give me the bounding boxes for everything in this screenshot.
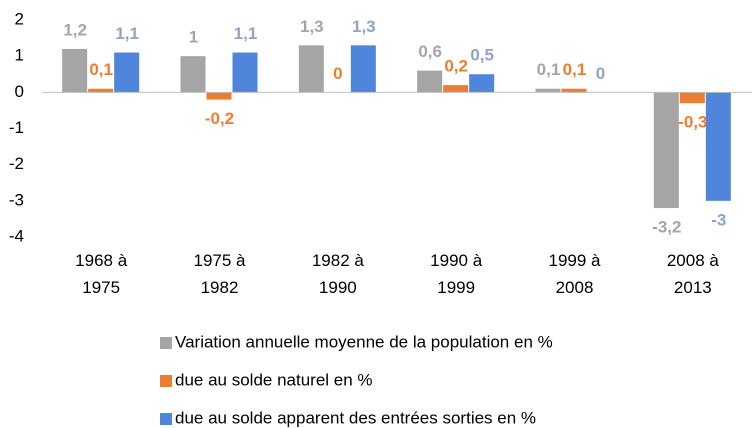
x-tick-label-line: 1999 à [549, 251, 602, 270]
bar [206, 92, 232, 100]
bar [180, 56, 206, 93]
x-tick-label: 1968 à 1975 [75, 251, 128, 297]
bar [679, 92, 705, 104]
x-tick-label-line: 1982 [201, 278, 239, 297]
bar [114, 52, 140, 93]
x-tick-label: 1990 à 1999 [430, 251, 483, 297]
x-tick-label-line: 1990 à [430, 251, 483, 270]
bar [469, 74, 495, 93]
bar [417, 70, 443, 93]
data-label: -0,3 [678, 113, 707, 132]
bar [298, 45, 324, 93]
data-label: 0 [596, 64, 605, 83]
legend-label: Variation annuelle moyenne de la populat… [175, 332, 553, 351]
y-tick-label: 1 [15, 46, 24, 65]
data-label: -3 [711, 210, 726, 229]
y-tick-label: 2 [15, 9, 24, 28]
bar [62, 48, 88, 93]
legend-swatch [160, 337, 172, 349]
data-label: 0,6 [418, 42, 442, 61]
legend-swatch [160, 413, 172, 425]
bar [653, 92, 679, 209]
data-label: 1,2 [63, 20, 87, 39]
data-label: 0,1 [563, 60, 587, 79]
data-label: 1,1 [234, 24, 258, 43]
bar [350, 45, 376, 93]
y-tick-label: -3 [9, 190, 24, 209]
y-tick-label: -1 [9, 118, 24, 137]
x-tick-label: 1982 à 1990 [312, 251, 365, 297]
data-label: -0,2 [205, 109, 234, 128]
data-label: 1 [189, 28, 198, 47]
bar [705, 92, 731, 201]
legend-label: due au solde naturel en % [175, 370, 373, 389]
bar [443, 85, 469, 93]
bar [535, 88, 561, 93]
data-label: -3,2 [652, 218, 681, 237]
bar [232, 52, 258, 93]
data-label: 0 [333, 64, 342, 83]
data-label: 1,1 [115, 24, 139, 43]
x-tick-label-line: 1975 [82, 278, 120, 297]
legend-swatch [160, 375, 172, 387]
x-tick-label-line: 1982 à [312, 251, 365, 270]
x-tick-label: 2008 à 2013 [667, 251, 720, 297]
bar [561, 88, 587, 93]
x-tick-label-line: 1975 à [194, 251, 247, 270]
data-label: 0,1 [537, 60, 561, 79]
y-tick-label: -2 [9, 154, 24, 173]
legend-label: due au solde apparent des entrées sortie… [175, 408, 536, 427]
x-tick-label-line: 1968 à [75, 251, 128, 270]
x-tick-label: 1975 à 1982 [194, 251, 247, 297]
data-label: 1,3 [300, 17, 324, 36]
data-label: 1,3 [352, 17, 376, 36]
x-tick-label-line: 1999 [437, 278, 475, 297]
x-tick-label-line: 2013 [674, 278, 712, 297]
x-tick-label: 1999 à 2008 [549, 251, 602, 297]
x-tick-label-line: 2008 à [667, 251, 720, 270]
x-tick-label-line: 1990 [319, 278, 357, 297]
bar [88, 88, 114, 93]
data-label: 0,2 [444, 57, 468, 76]
x-tick-label-line: 2008 [556, 278, 594, 297]
data-label: 0,1 [89, 60, 113, 79]
data-label: 0,5 [470, 46, 494, 65]
y-tick-label: -4 [9, 226, 24, 245]
y-tick-label: 0 [15, 82, 24, 101]
